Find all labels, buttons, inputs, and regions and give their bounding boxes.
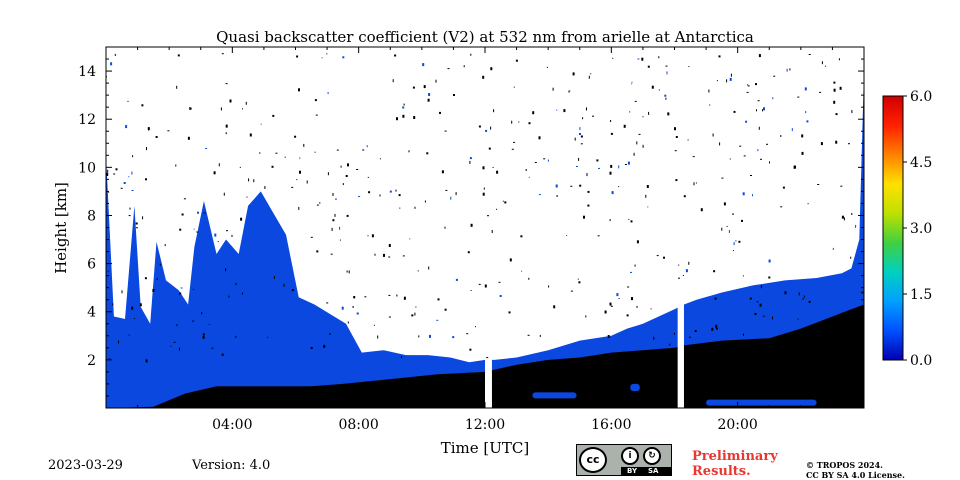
license-sa-label: SA bbox=[648, 467, 659, 475]
license-bar bbox=[621, 467, 671, 475]
colorbar-tick-label: 3.0 bbox=[910, 221, 932, 237]
attribution-icon: i bbox=[621, 447, 639, 465]
copyright-note: © TROPOS 2024. CC BY SA 4.0 License. bbox=[806, 460, 905, 480]
y-tick-label: 8 bbox=[87, 208, 96, 224]
signal-region bbox=[106, 71, 864, 408]
signal-patch bbox=[630, 383, 640, 392]
y-tick-label: 4 bbox=[87, 305, 96, 321]
data-gap bbox=[485, 47, 492, 408]
x-axis-label: Time [UTC] bbox=[441, 439, 530, 457]
chart-title: Quasi backscatter coefficient (V2) at 53… bbox=[216, 28, 754, 46]
plot-area bbox=[106, 47, 864, 408]
preliminary-note: Preliminary Results. bbox=[692, 449, 778, 479]
colorbar-scale bbox=[882, 95, 904, 361]
noise-specks bbox=[106, 53, 864, 363]
cc-license-badge: cc i ↻ BY SA bbox=[576, 444, 672, 476]
date-label: 2023-03-29 bbox=[48, 458, 123, 473]
y-axis-label: Height [km] bbox=[52, 182, 70, 274]
share-alike-icon: ↻ bbox=[643, 447, 661, 465]
colorbar-tick-label: 6.0 bbox=[910, 89, 932, 105]
y-tick-label: 12 bbox=[78, 112, 96, 128]
x-tick-label: 16:00 bbox=[591, 417, 631, 433]
x-tick-label: 12:00 bbox=[465, 417, 505, 433]
y-axis: 2 4 6 8 10 12 14 bbox=[78, 58, 864, 397]
x-tick-label: 04:00 bbox=[212, 417, 252, 433]
y-tick-label: 10 bbox=[78, 160, 96, 176]
colorbar-tick-label: 4.5 bbox=[910, 155, 932, 171]
y-tick-label: 14 bbox=[78, 64, 96, 80]
copyright-line-1: © TROPOS 2024. bbox=[806, 460, 883, 470]
license-by-label: BY bbox=[627, 467, 638, 475]
x-tick-label: 08:00 bbox=[338, 417, 378, 433]
colorbar-tick-label: 1.5 bbox=[910, 287, 932, 303]
y-tick-label: 6 bbox=[87, 257, 96, 273]
cc-icon: cc bbox=[579, 447, 607, 473]
signal-patch bbox=[532, 392, 577, 399]
signal-patch bbox=[706, 399, 817, 406]
copyright-line-2: CC BY SA 4.0 License. bbox=[806, 470, 905, 480]
x-axis: 04:00 08:00 12:00 16:00 20:00 bbox=[137, 47, 833, 433]
preliminary-line-1: Preliminary bbox=[692, 449, 778, 464]
dense-region bbox=[106, 304, 864, 408]
colorbar-tick-label: 0.0 bbox=[910, 353, 932, 369]
version-label: Version: 4.0 bbox=[192, 458, 271, 473]
x-tick-label: 20:00 bbox=[717, 417, 757, 433]
preliminary-line-2: Results. bbox=[692, 464, 751, 479]
colorbar: 0.0 1.5 3.0 4.5 6.0 bbox=[882, 89, 932, 369]
y-tick-label: 2 bbox=[87, 353, 96, 369]
data-gap bbox=[677, 47, 684, 408]
